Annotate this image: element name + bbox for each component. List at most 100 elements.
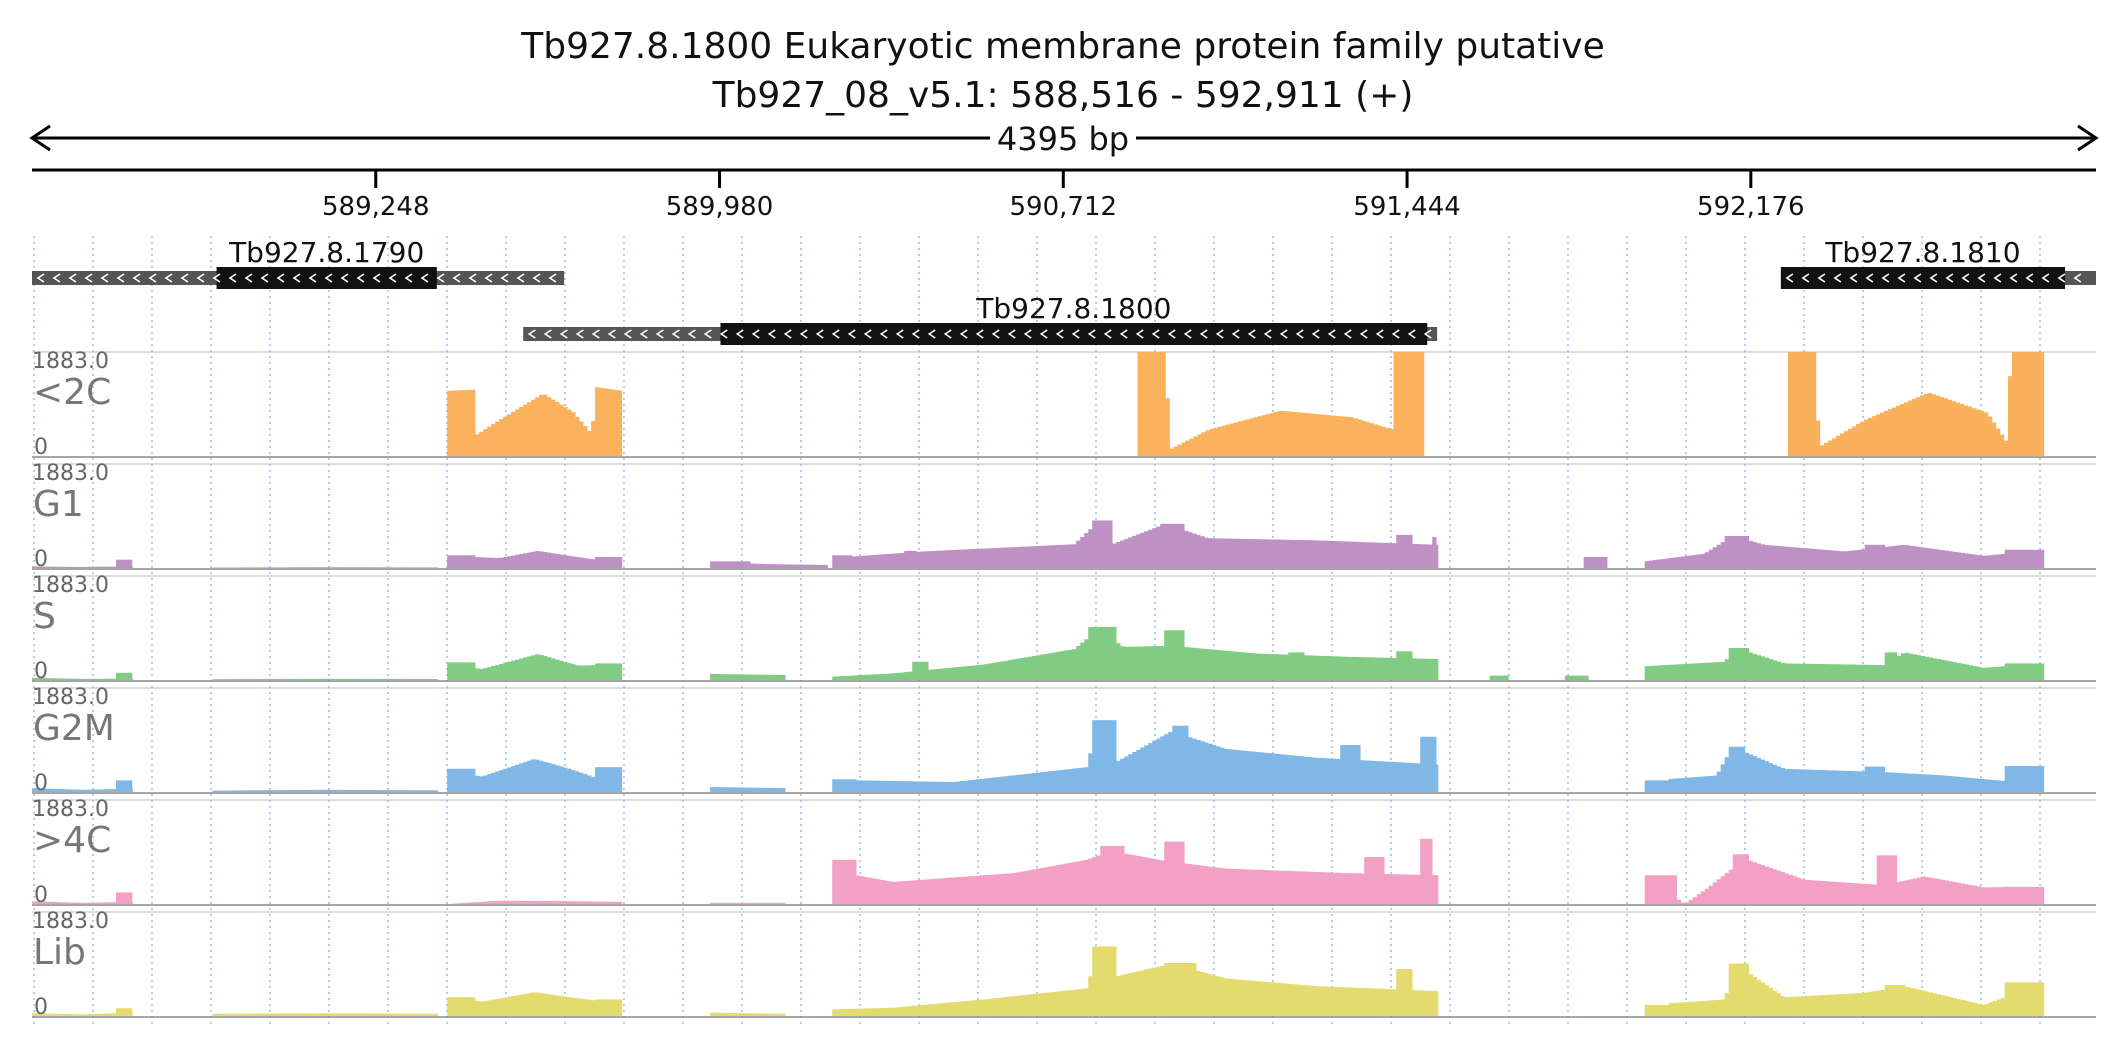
coverage-bar — [1144, 857, 1149, 904]
coverage-bar — [1796, 996, 1801, 1016]
coverage-bar — [352, 1013, 357, 1016]
coverage-bar — [940, 668, 945, 680]
coverage-bar — [900, 881, 905, 904]
coverage-bar — [615, 663, 620, 680]
strand-chevron-icon — [799, 329, 808, 339]
coverage-bar — [1040, 772, 1045, 792]
coverage-bar — [1840, 551, 1845, 568]
coverage-bar — [1120, 975, 1125, 1016]
track-name: S — [33, 596, 56, 637]
coverage-bar — [100, 566, 105, 568]
coverage-bar — [424, 1013, 429, 1016]
track-name: >4C — [33, 820, 111, 861]
coverage-bar — [1987, 416, 1993, 456]
strand-chevron-icon — [1375, 329, 1384, 339]
coverage-bar — [1236, 651, 1241, 680]
coverage-bar — [244, 567, 249, 568]
position-ruler: 589,248 589,980 590,712 591,444 592,176 — [32, 168, 2096, 222]
coverage-bar — [1887, 409, 1893, 456]
coverage-bar — [1720, 999, 1725, 1016]
coverage-bar — [1260, 752, 1265, 792]
coverage-bar — [1836, 664, 1841, 680]
coverage-bar — [1992, 1000, 1997, 1016]
coverage-bar — [1008, 873, 1013, 904]
coverage-bar — [52, 678, 57, 680]
coverage-bar — [1752, 756, 1757, 792]
coverage-bar — [1660, 1004, 1665, 1016]
coverage-bar — [1848, 882, 1853, 904]
coverage-bar — [92, 678, 97, 680]
coverage-bar — [1372, 657, 1377, 680]
coverage-bar — [960, 549, 965, 568]
coverage-bar — [1424, 838, 1429, 904]
coverage-bar — [563, 767, 568, 792]
coverage-bar — [328, 789, 333, 792]
coverage-bar — [1193, 436, 1198, 456]
coverage-bar — [726, 787, 731, 792]
gene-Tb927-8-1790[interactable]: Tb927.8.1790 — [32, 236, 565, 289]
coverage-bar — [976, 999, 981, 1016]
coverage-bar — [1361, 420, 1366, 456]
coverage-bar — [1328, 758, 1333, 792]
coverage-bar — [615, 901, 620, 904]
coverage-bar — [754, 563, 759, 568]
coverage-bar — [372, 1013, 377, 1016]
coverage-bar — [1660, 875, 1665, 904]
coverage-bar — [1272, 654, 1277, 680]
coverage-bar — [2020, 663, 2025, 680]
coverage-bar — [264, 790, 269, 792]
coverage-bar — [1583, 556, 1588, 568]
gene-Tb927-8-1800[interactable]: Tb927.8.1800 — [523, 292, 1438, 345]
coverage-bar — [1124, 853, 1129, 904]
coverage-bar — [591, 420, 596, 456]
coverage-bar — [455, 390, 460, 456]
coverage-bar — [475, 668, 480, 680]
coverage-bar — [1676, 556, 1681, 568]
coverage-bar — [88, 789, 93, 792]
coverage-bar — [1304, 871, 1309, 904]
coverage-bar — [1132, 752, 1137, 792]
coverage-bar — [1112, 720, 1117, 792]
strand-chevron-icon — [559, 329, 568, 339]
coverage-bar — [52, 901, 57, 904]
coverage-bar — [120, 672, 125, 680]
coverage-bar — [1712, 662, 1717, 680]
coverage-bar — [1811, 352, 1817, 456]
coverage-bar — [132, 678, 133, 680]
coverage-bar — [710, 673, 715, 680]
coverage-bar — [848, 859, 853, 904]
coverage-bar — [1916, 877, 1921, 904]
coverage-bar — [1784, 663, 1789, 680]
track-name: Lib — [33, 932, 86, 973]
coverage-bar — [1428, 736, 1433, 792]
coverage-bar — [72, 902, 77, 904]
strand-chevron-icon — [356, 273, 365, 283]
coverage-bar — [316, 678, 321, 680]
coverage-bar — [1712, 547, 1717, 568]
coverage-bar — [324, 1013, 329, 1016]
coverage-bar — [451, 662, 456, 680]
coverage-bar — [1268, 653, 1273, 680]
coverage-bar — [1848, 771, 1853, 792]
coverage-bar — [1300, 871, 1305, 904]
gene-annotation-track[interactable]: Tb927.8.1790 Tb927.8.1800 Tb927.8.1810 — [32, 236, 2096, 345]
coverage-bar — [1852, 883, 1857, 904]
coverage-bar — [1996, 780, 2001, 792]
coverage-bar — [1024, 773, 1029, 792]
coverage-bar — [296, 1013, 301, 1016]
coverage-bar — [1840, 770, 1845, 792]
coverage-bar — [1943, 398, 1949, 456]
strand-chevron-icon — [1247, 329, 1256, 339]
coverage-bar — [2035, 352, 2041, 456]
gene-Tb927-8-1810[interactable]: Tb927.8.1810 — [1780, 236, 2096, 289]
coverage-bar — [1236, 538, 1241, 568]
coverage-bar — [284, 1013, 289, 1016]
coverage-bar — [1800, 996, 1805, 1016]
coverage-bar — [336, 678, 341, 680]
gene-label: Tb927.8.1800 — [975, 292, 1171, 325]
coverage-bar — [1824, 549, 1829, 568]
coverage-bar — [523, 762, 528, 792]
coverage-bar — [120, 780, 125, 792]
strand-chevron-icon — [719, 329, 728, 339]
coverage-bar — [1284, 870, 1289, 904]
